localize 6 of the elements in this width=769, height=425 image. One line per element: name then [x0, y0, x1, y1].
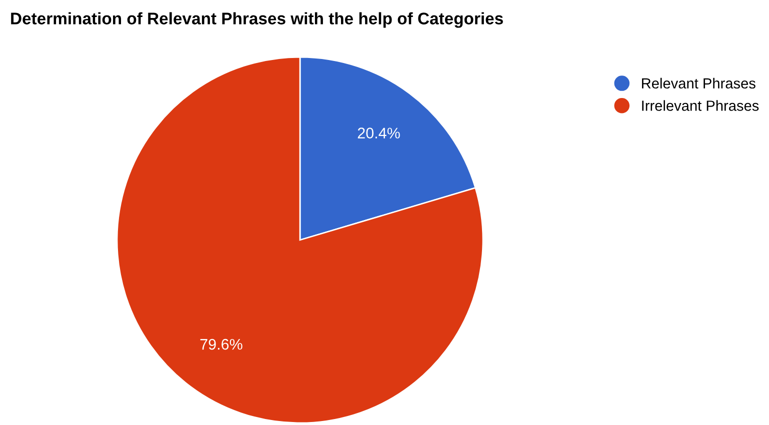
- data-label: 79.6%: [200, 338, 242, 350]
- legend-label: Relevant Phrases: [642, 78, 756, 89]
- legend-label: Irrelevant Phrases: [642, 100, 759, 111]
- data-label: 20.4%: [358, 128, 400, 138]
- chart-title: Determination of Relevant Phrases with the help of Categories: [11, 12, 503, 28]
- pie-slice: [116, 56, 484, 424]
